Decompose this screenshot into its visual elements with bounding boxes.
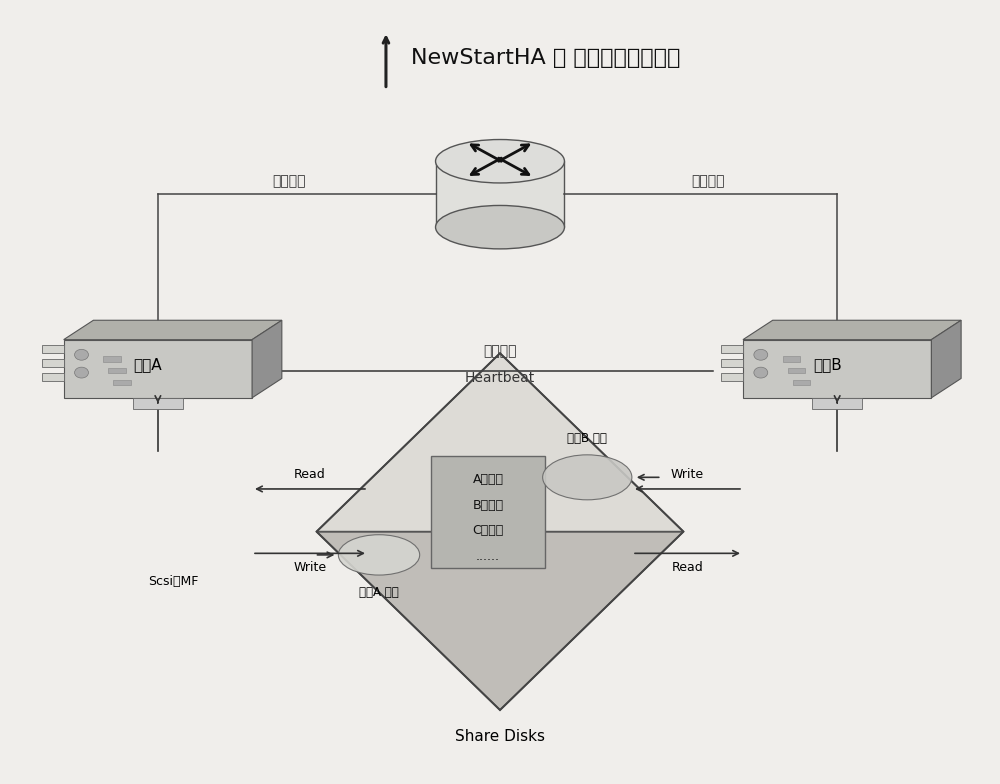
Polygon shape [42, 345, 64, 354]
Text: 公有网络: 公有网络 [692, 174, 725, 188]
Text: B服务锁: B服务锁 [473, 499, 504, 512]
Polygon shape [317, 532, 683, 710]
Circle shape [75, 367, 88, 378]
Text: 节点B 心跳: 节点B 心跳 [567, 432, 607, 445]
Circle shape [75, 350, 88, 360]
Ellipse shape [436, 140, 564, 183]
Bar [436, 162, 564, 227]
FancyBboxPatch shape [431, 456, 545, 568]
Text: Read: Read [672, 561, 703, 574]
Text: C服务锁: C服务锁 [472, 524, 504, 537]
Ellipse shape [543, 455, 632, 500]
Text: Read: Read [294, 468, 326, 481]
Polygon shape [252, 320, 282, 397]
Text: 节点A: 节点A [134, 358, 162, 372]
Text: 公有网络: 公有网络 [273, 174, 306, 188]
Text: ......: ...... [476, 550, 500, 563]
Polygon shape [721, 345, 743, 354]
Text: 节点A 心跳: 节点A 心跳 [359, 586, 399, 599]
Text: 节点B: 节点B [813, 358, 842, 372]
Text: Write: Write [293, 561, 327, 574]
Ellipse shape [338, 535, 420, 575]
Text: Write: Write [671, 468, 704, 481]
Polygon shape [931, 320, 961, 397]
Circle shape [754, 350, 768, 360]
Polygon shape [721, 358, 743, 367]
FancyBboxPatch shape [793, 379, 810, 385]
FancyBboxPatch shape [108, 368, 126, 373]
Polygon shape [64, 339, 252, 397]
Polygon shape [317, 354, 683, 532]
Text: A服务锁: A服务锁 [473, 473, 504, 486]
Polygon shape [721, 372, 743, 381]
Polygon shape [743, 320, 961, 339]
Polygon shape [133, 397, 183, 409]
FancyBboxPatch shape [113, 379, 131, 385]
Polygon shape [42, 372, 64, 381]
Ellipse shape [436, 205, 564, 249]
Circle shape [754, 367, 768, 378]
Text: Heartbeat: Heartbeat [465, 371, 535, 385]
FancyBboxPatch shape [783, 356, 800, 361]
Text: Share Disks: Share Disks [455, 729, 545, 745]
Text: NewStartHA － 磁盘服务锁拓扑图: NewStartHA － 磁盘服务锁拓扑图 [411, 49, 680, 68]
Polygon shape [42, 358, 64, 367]
Polygon shape [64, 320, 282, 339]
FancyBboxPatch shape [103, 356, 121, 361]
Polygon shape [743, 339, 931, 397]
Polygon shape [812, 397, 862, 409]
Text: Scsi或MF: Scsi或MF [148, 575, 198, 588]
Text: 私有网络: 私有网络 [483, 344, 517, 358]
FancyBboxPatch shape [788, 368, 805, 373]
